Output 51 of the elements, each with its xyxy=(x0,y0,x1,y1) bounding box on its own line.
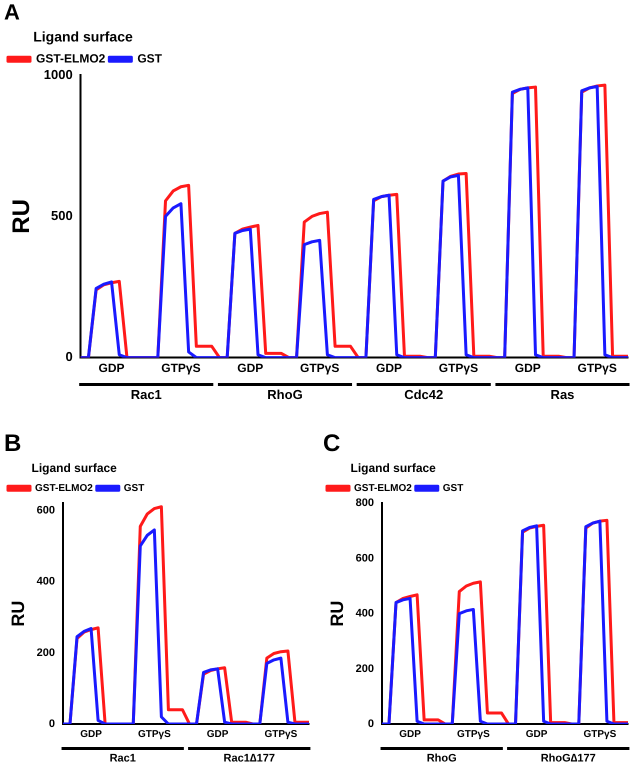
y-tick-label: 0 xyxy=(48,718,55,730)
x-tick-label: GDP xyxy=(514,361,541,376)
legend-label: GST xyxy=(442,482,464,494)
text: Ras xyxy=(550,387,574,402)
y-tick-label: 1000 xyxy=(44,66,73,82)
legend-label: GST xyxy=(137,52,163,66)
x-tick-label: GTPγS xyxy=(456,728,490,740)
legend-label: GST-ELMO2 xyxy=(36,52,106,66)
y-tick-label: 200 xyxy=(36,646,55,659)
legend-title: Ligand surface xyxy=(350,461,436,476)
chart-title: A xyxy=(4,0,20,24)
y-axis-title: RU xyxy=(8,600,28,627)
legend-label: GST-ELMO2 xyxy=(35,482,94,494)
x-tick-label: GDP xyxy=(206,728,229,740)
x-tick-label: GTPγS xyxy=(138,728,172,740)
x-tick-label: GDP xyxy=(526,728,548,740)
x-tick-label: GTPγS xyxy=(577,361,617,376)
text: RhoG∆177 xyxy=(540,752,596,765)
x-tick-label: GDP xyxy=(98,361,125,376)
y-tick-label: 600 xyxy=(356,552,374,564)
text: Rac1 xyxy=(130,387,162,402)
x-tick-label: GTPγS xyxy=(438,361,478,376)
legend-title: Ligand surface xyxy=(33,28,133,44)
text: RhoG xyxy=(267,387,303,402)
x-tick-label: GTPγS xyxy=(300,361,340,376)
x-tick-label: GTPγS xyxy=(264,728,298,740)
text: Cdc42 xyxy=(404,387,444,402)
y-tick-label: 600 xyxy=(36,504,55,516)
x-tick-label: GTPγS xyxy=(583,728,617,740)
y-tick-label: 400 xyxy=(36,576,55,588)
y-axis-title: RU xyxy=(326,600,347,627)
legend-label: GST xyxy=(124,482,144,494)
y-tick-label: 0 xyxy=(65,349,73,364)
text: RhoG xyxy=(426,752,457,765)
y-tick-label: 800 xyxy=(356,497,374,510)
y-tick-label: 0 xyxy=(368,718,374,730)
x-tick-label: GTPγS xyxy=(161,361,201,376)
text: Rac1∆177 xyxy=(224,752,275,765)
y-axis-title: RU xyxy=(8,199,36,234)
legend-title: Ligand surface xyxy=(31,461,118,476)
chart-title: B xyxy=(4,430,22,458)
x-tick-label: GDP xyxy=(376,361,402,376)
y-tick-label: 200 xyxy=(356,662,374,675)
y-tick-label: 500 xyxy=(51,208,73,223)
x-tick-label: GDP xyxy=(237,361,264,376)
x-tick-label: GDP xyxy=(80,728,102,740)
x-tick-label: GDP xyxy=(399,728,422,740)
y-tick-label: 400 xyxy=(356,608,374,620)
chart-title: C xyxy=(323,430,340,458)
text: Rac1 xyxy=(110,752,136,765)
legend-label: GST-ELMO2 xyxy=(354,482,412,494)
